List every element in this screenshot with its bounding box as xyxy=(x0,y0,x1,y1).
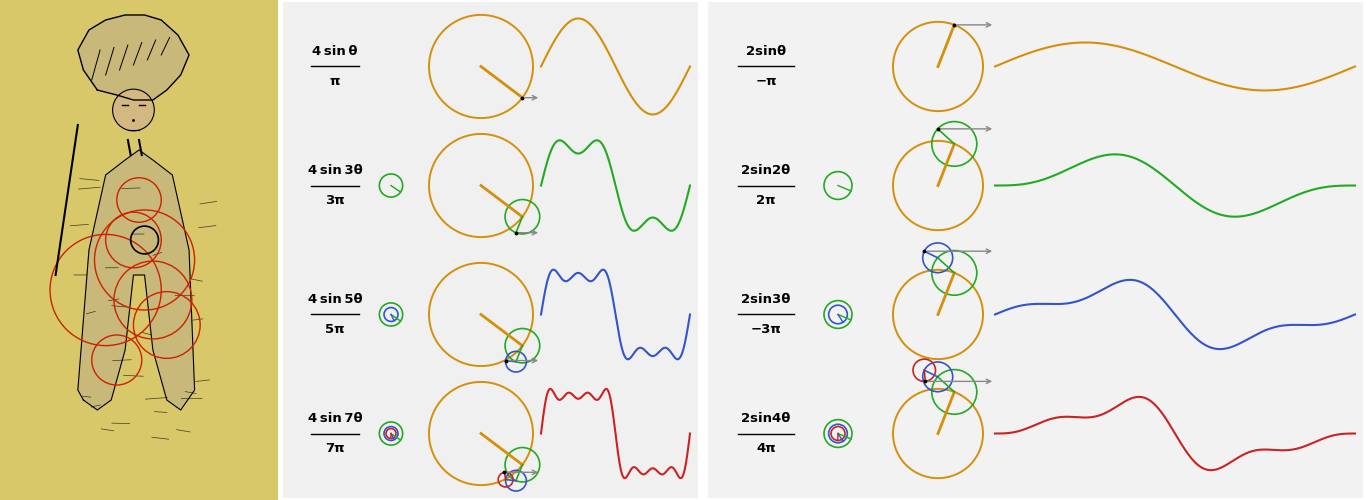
Text: −π: −π xyxy=(755,76,777,88)
Polygon shape xyxy=(78,150,194,410)
Text: 4 sin 5θ: 4 sin 5θ xyxy=(307,292,362,306)
Text: 2sin2θ: 2sin2θ xyxy=(742,164,791,176)
Text: 4 sin 7θ: 4 sin 7θ xyxy=(307,412,362,424)
Text: 3π: 3π xyxy=(325,194,344,207)
Text: −3π: −3π xyxy=(751,324,781,336)
Circle shape xyxy=(112,89,154,131)
Text: 5π: 5π xyxy=(325,324,344,336)
Text: 4π: 4π xyxy=(757,442,776,456)
Text: 2sin4θ: 2sin4θ xyxy=(742,412,791,424)
Polygon shape xyxy=(78,15,189,100)
Text: 2sin3θ: 2sin3θ xyxy=(742,292,791,306)
Text: 2π: 2π xyxy=(757,194,776,207)
Text: 7π: 7π xyxy=(325,442,344,456)
Text: 4 sin θ: 4 sin θ xyxy=(313,44,358,58)
Text: 4 sin 3θ: 4 sin 3θ xyxy=(307,164,362,176)
Text: π: π xyxy=(329,76,340,88)
Text: 2sinθ: 2sinθ xyxy=(746,44,785,58)
